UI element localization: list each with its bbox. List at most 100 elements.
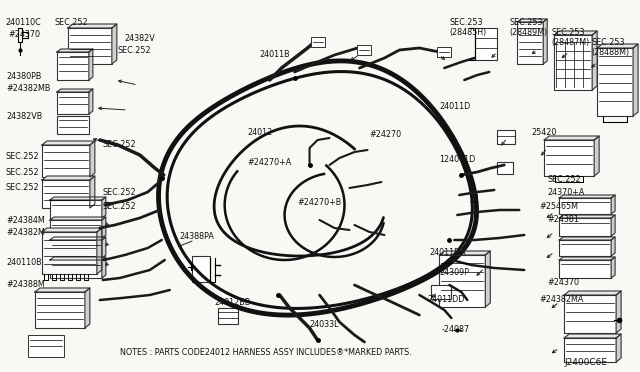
Polygon shape xyxy=(544,136,599,140)
Bar xyxy=(497,130,515,144)
Text: NOTES : PARTS CODE24012 HARNESS ASSY INCLUDES®*MARKED PARTS.: NOTES : PARTS CODE24012 HARNESS ASSY INC… xyxy=(120,348,412,357)
Polygon shape xyxy=(89,49,93,80)
Bar xyxy=(218,308,237,324)
Bar xyxy=(497,162,513,174)
Bar xyxy=(42,180,90,208)
Text: #24382M: #24382M xyxy=(6,228,45,237)
Text: SEC.253: SEC.253 xyxy=(449,18,483,27)
Polygon shape xyxy=(97,228,102,274)
Text: (28489M): (28489M) xyxy=(509,28,547,37)
Text: SEC.252: SEC.252 xyxy=(6,183,40,192)
Polygon shape xyxy=(89,89,93,114)
Text: 24382VB: 24382VB xyxy=(6,112,42,121)
Bar xyxy=(597,48,633,116)
Polygon shape xyxy=(485,251,490,307)
Text: SEC.252: SEC.252 xyxy=(6,152,40,161)
Polygon shape xyxy=(35,288,90,292)
Polygon shape xyxy=(559,257,615,260)
Text: (28487M): (28487M) xyxy=(551,38,589,47)
Polygon shape xyxy=(564,291,621,295)
Bar xyxy=(476,28,497,60)
Polygon shape xyxy=(554,31,597,35)
Text: SEC.252: SEC.252 xyxy=(103,202,136,211)
Bar xyxy=(192,256,210,282)
Text: SEC.253: SEC.253 xyxy=(509,18,543,27)
Text: SEC.252: SEC.252 xyxy=(6,168,40,177)
Text: #24381: #24381 xyxy=(547,215,579,224)
Bar xyxy=(559,260,611,278)
Polygon shape xyxy=(90,176,95,208)
Polygon shape xyxy=(50,197,106,200)
Bar xyxy=(437,47,451,57)
Polygon shape xyxy=(517,19,547,22)
Polygon shape xyxy=(611,257,615,278)
Text: 240110B: 240110B xyxy=(6,258,42,267)
Polygon shape xyxy=(633,44,638,116)
Bar xyxy=(358,45,371,55)
Bar xyxy=(554,35,592,90)
Text: 24011D: 24011D xyxy=(440,102,470,111)
Bar xyxy=(564,338,616,362)
Polygon shape xyxy=(42,141,95,145)
Bar xyxy=(28,335,64,357)
Polygon shape xyxy=(611,195,615,214)
Text: 24012: 24012 xyxy=(248,128,273,137)
Text: #24270+A: #24270+A xyxy=(248,158,292,167)
Text: (28488M): (28488M) xyxy=(591,48,629,57)
Bar xyxy=(559,198,611,214)
Text: SEC.253: SEC.253 xyxy=(551,28,585,37)
Polygon shape xyxy=(68,24,117,28)
Text: SEC.252: SEC.252 xyxy=(118,46,152,55)
Text: SEC.252: SEC.252 xyxy=(103,188,136,197)
Bar xyxy=(431,285,451,299)
Bar xyxy=(57,116,89,134)
Polygon shape xyxy=(559,237,615,240)
Polygon shape xyxy=(85,288,90,328)
Text: #24370: #24370 xyxy=(547,278,579,287)
Text: -24087: -24087 xyxy=(442,325,470,334)
Text: J2400C6E: J2400C6E xyxy=(564,358,607,367)
Bar xyxy=(35,292,85,328)
Polygon shape xyxy=(112,24,117,64)
Text: 24382V: 24382V xyxy=(125,34,156,43)
Text: 24012BB: 24012BB xyxy=(214,298,251,307)
Text: #24270: #24270 xyxy=(369,130,401,139)
Polygon shape xyxy=(611,237,615,256)
Text: 240110C: 240110C xyxy=(5,18,41,27)
Polygon shape xyxy=(597,44,638,48)
Bar xyxy=(50,200,102,218)
Bar xyxy=(440,255,485,307)
Text: 24380PB: 24380PB xyxy=(6,72,42,81)
Polygon shape xyxy=(611,215,615,236)
Text: 24370+A: 24370+A xyxy=(547,188,584,197)
Bar xyxy=(517,22,543,64)
Text: #24382MB: #24382MB xyxy=(6,84,51,93)
Text: #24388M: #24388M xyxy=(6,280,45,289)
Text: 24011DA: 24011DA xyxy=(429,248,466,257)
Bar xyxy=(544,140,594,176)
Bar xyxy=(57,92,89,114)
Polygon shape xyxy=(592,31,597,90)
Bar xyxy=(42,145,90,177)
Polygon shape xyxy=(50,217,106,220)
Polygon shape xyxy=(102,217,106,238)
Polygon shape xyxy=(616,334,621,362)
Bar xyxy=(68,28,112,64)
Polygon shape xyxy=(57,49,93,52)
Text: 25420: 25420 xyxy=(531,128,557,137)
Bar xyxy=(559,218,611,236)
Bar xyxy=(42,232,97,274)
Polygon shape xyxy=(102,257,106,278)
Text: 24033L: 24033L xyxy=(310,320,339,329)
Polygon shape xyxy=(90,141,95,177)
Polygon shape xyxy=(102,197,106,218)
Text: SEC.252: SEC.252 xyxy=(55,18,88,27)
Polygon shape xyxy=(543,19,547,64)
Bar xyxy=(57,52,89,80)
Bar xyxy=(559,240,611,256)
Polygon shape xyxy=(50,257,106,260)
Text: SEC.253: SEC.253 xyxy=(591,38,625,47)
Text: #24270+B: #24270+B xyxy=(298,198,342,207)
Text: 24309P: 24309P xyxy=(440,268,469,277)
Text: SEC.252: SEC.252 xyxy=(103,140,136,149)
